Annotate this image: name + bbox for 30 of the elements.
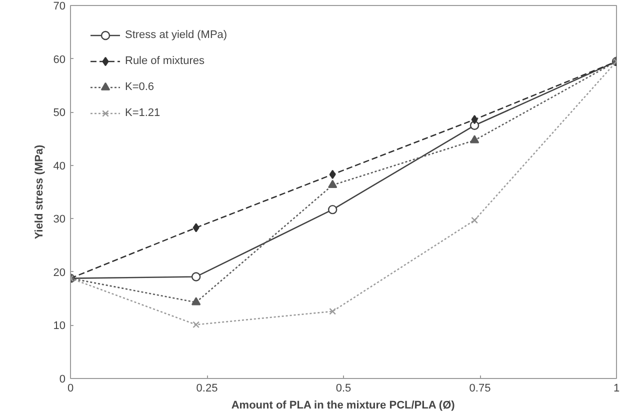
point bbox=[192, 223, 200, 232]
y-tick-label: 40 bbox=[53, 160, 66, 172]
y-tick-label: 20 bbox=[53, 266, 66, 279]
y-axis-title: Yield stress (MPa) bbox=[33, 144, 46, 240]
legend-label: Rule of mixtures bbox=[125, 55, 204, 67]
legend-label: K=0.6 bbox=[125, 81, 154, 93]
x-tick-label: 1 bbox=[613, 382, 620, 394]
point bbox=[191, 272, 201, 282]
point bbox=[471, 114, 478, 124]
x-tick-label: 0.75 bbox=[469, 382, 491, 394]
point bbox=[328, 180, 338, 188]
point bbox=[329, 170, 336, 180]
x-tick-label: 0.5 bbox=[336, 382, 352, 394]
point bbox=[470, 135, 480, 144]
point bbox=[191, 297, 201, 306]
point bbox=[192, 321, 200, 328]
y-tick-label: 70 bbox=[53, 0, 66, 12]
point bbox=[329, 308, 336, 315]
legend-label: Stress at yield (MPa) bbox=[125, 29, 228, 41]
x-tick-label: 0 bbox=[67, 382, 74, 394]
point bbox=[471, 216, 478, 224]
legend-label: K=1.21 bbox=[125, 107, 160, 119]
y-tick-label: 30 bbox=[53, 214, 66, 226]
point bbox=[328, 204, 338, 214]
y-tick-label: 60 bbox=[53, 54, 66, 66]
x-tick-label: 0.25 bbox=[196, 382, 218, 394]
y-tick-label: 50 bbox=[53, 107, 66, 120]
y-tick-label: 10 bbox=[53, 320, 66, 332]
y-tick-label: 0 bbox=[59, 374, 66, 386]
x-axis-title: Amount of PLA in the mixture PCL/PLA (Ø) bbox=[231, 400, 456, 412]
